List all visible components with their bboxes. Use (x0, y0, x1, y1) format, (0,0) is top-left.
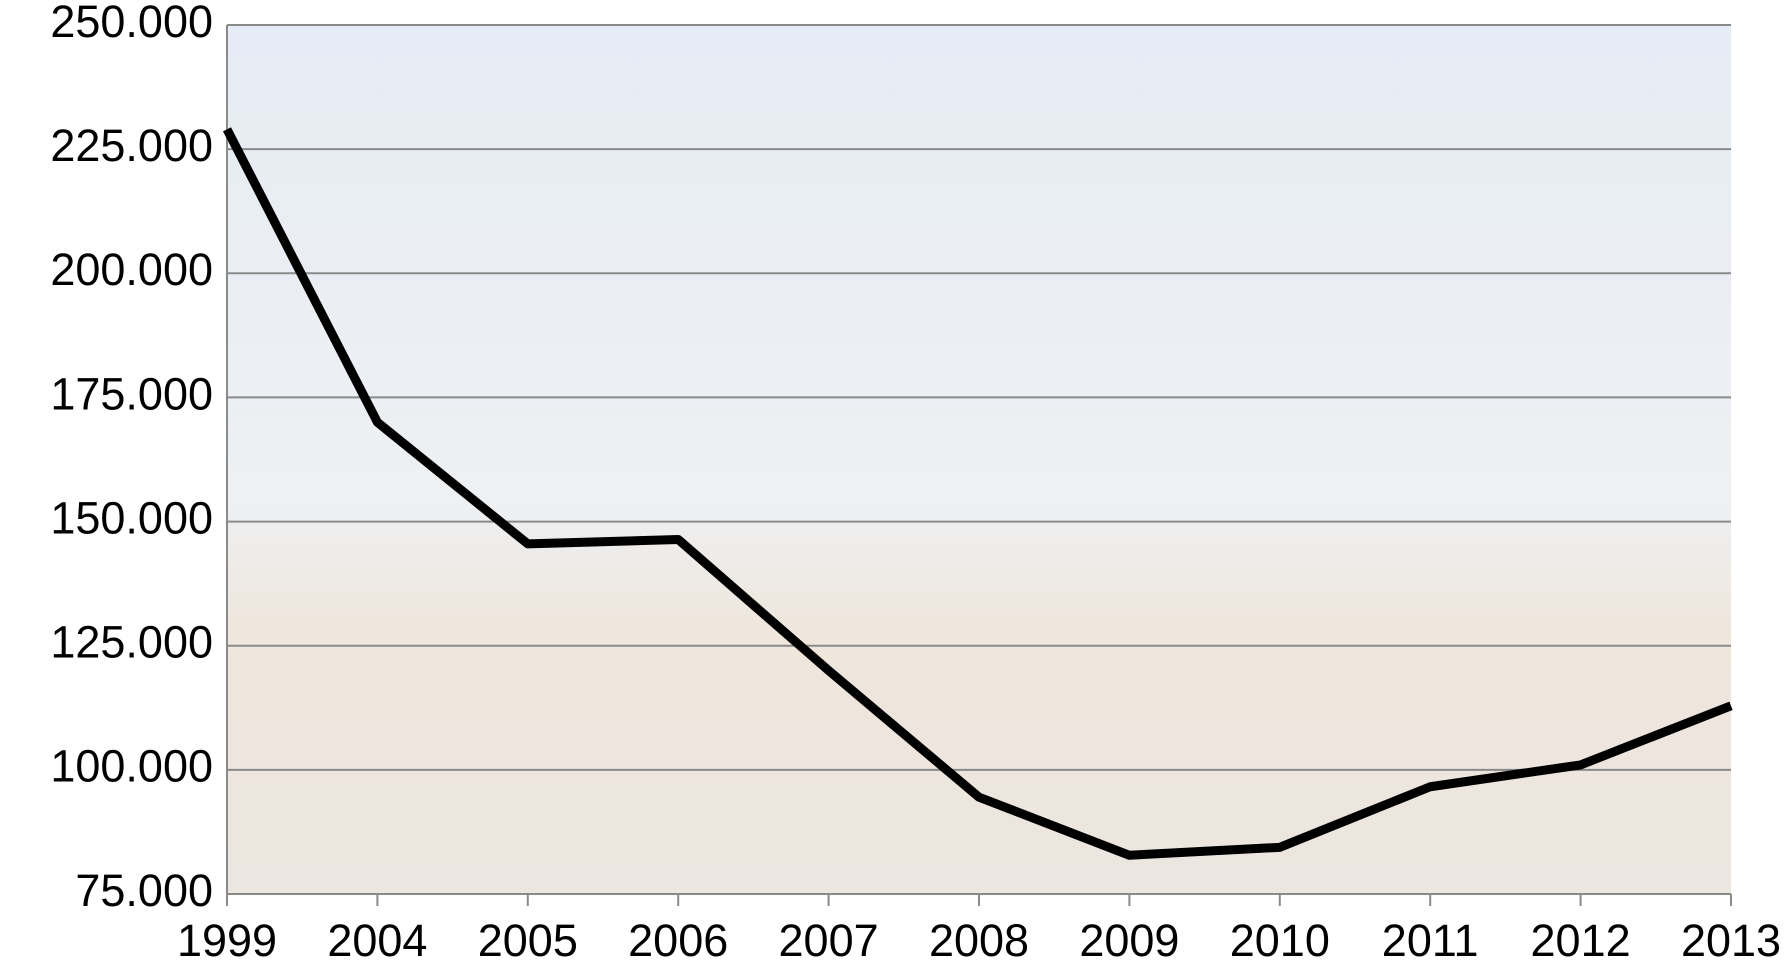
x-tick-label: 2006 (628, 915, 728, 966)
y-tick-label: 100.000 (50, 741, 213, 792)
x-tick-label: 2009 (1079, 915, 1179, 966)
x-tick-label: 2004 (327, 915, 427, 966)
x-tick-label: 2010 (1230, 915, 1330, 966)
y-tick-label: 125.000 (50, 617, 213, 668)
y-tick-label: 250.000 (50, 0, 213, 47)
x-tick-label: 2011 (1382, 915, 1479, 966)
x-tick-label: 2008 (929, 915, 1029, 966)
data-line (222, 127, 1733, 860)
y-tick-label: 225.000 (50, 120, 213, 171)
x-tick-label: 2007 (779, 915, 879, 966)
y-tick-label: 175.000 (50, 368, 213, 419)
x-tick-label: 1999 (177, 915, 277, 966)
x-tick-label: 2005 (478, 915, 578, 966)
y-tick-label: 150.000 (50, 492, 213, 543)
plot-background (227, 25, 1731, 894)
y-tick-label: 200.000 (50, 244, 213, 295)
y-tick-label: 75.000 (75, 865, 213, 916)
x-tick-label: 2013 (1681, 915, 1781, 966)
x-tick-label: 2012 (1531, 915, 1631, 966)
